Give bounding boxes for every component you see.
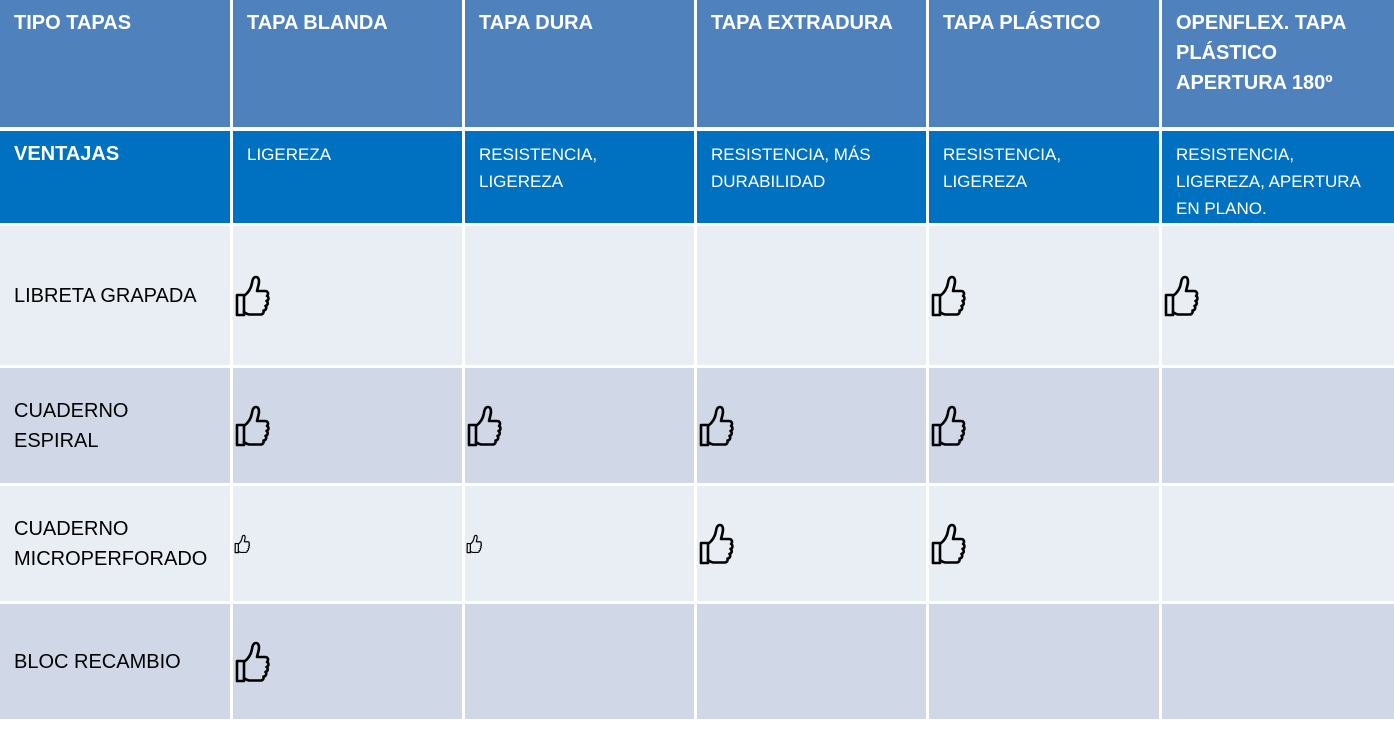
row-label: LIBRETA GRAPADA: [0, 226, 233, 368]
thumbs-up-icon: [233, 534, 251, 554]
header-tipo-tapas: TIPO TAPAS: [0, 0, 233, 131]
mark-cell: [929, 604, 1162, 722]
mark-cell: [1162, 226, 1394, 368]
thumbs-up-icon: [1162, 274, 1200, 318]
thumbs-up-icon: [929, 274, 967, 318]
ventajas-label: VENTAJAS: [0, 131, 233, 226]
header-tapa-plastico: TAPA PLÁSTICO: [929, 0, 1162, 131]
mark-cell: [233, 604, 465, 722]
mark-cell: [465, 604, 697, 722]
mark-cell: [465, 486, 697, 604]
header-tapa-blanda: TAPA BLANDA: [233, 0, 465, 131]
thumbs-up-icon: [465, 534, 483, 554]
row-label: BLOC RECAMBIO: [0, 604, 233, 722]
thumbs-up-icon: [233, 640, 271, 684]
mark-cell: [929, 226, 1162, 368]
thumbs-up-icon: [697, 522, 735, 566]
ventajas-cell: LIGEREZA: [233, 131, 465, 226]
mark-cell: [697, 486, 929, 604]
mark-cell: [233, 486, 465, 604]
row-label: CUADERNO ESPIRAL: [0, 368, 233, 486]
thumbs-up-icon: [929, 522, 967, 566]
mark-cell: [697, 368, 929, 486]
table-row: BLOC RECAMBIO: [0, 604, 1394, 722]
table-row: LIBRETA GRAPADA: [0, 226, 1394, 368]
mark-cell: [233, 226, 465, 368]
header-openflex: OPENFLEX. TAPA PLÁSTICO APERTURA 180º: [1162, 0, 1394, 131]
mark-cell: [697, 604, 929, 722]
thumbs-up-icon: [233, 404, 271, 448]
thumbs-up-icon: [233, 274, 271, 318]
header-tapa-extradura: TAPA EXTRADURA: [697, 0, 929, 131]
ventajas-row: VENTAJAS LIGEREZA RESISTENCIA, LIGEREZA …: [0, 131, 1394, 226]
mark-cell: [465, 368, 697, 486]
mark-cell: [1162, 604, 1394, 722]
header-tapa-dura: TAPA DURA: [465, 0, 697, 131]
ventajas-cell: RESISTENCIA, LIGEREZA: [929, 131, 1162, 226]
header-row: TIPO TAPAS TAPA BLANDA TAPA DURA TAPA EX…: [0, 0, 1394, 131]
ventajas-cell: RESISTENCIA, MÁS DURABILIDAD: [697, 131, 929, 226]
table-row: CUADERNO MICROPERFORADO: [0, 486, 1394, 604]
table-row: CUADERNO ESPIRAL: [0, 368, 1394, 486]
thumbs-up-icon: [929, 404, 967, 448]
mark-cell: [697, 226, 929, 368]
mark-cell: [1162, 486, 1394, 604]
ventajas-cell: RESISTENCIA, LIGEREZA: [465, 131, 697, 226]
mark-cell: [465, 226, 697, 368]
ventajas-cell: RESISTENCIA, LIGEREZA, APERTURA EN PLANO…: [1162, 131, 1394, 226]
comparison-table: TIPO TAPAS TAPA BLANDA TAPA DURA TAPA EX…: [0, 0, 1394, 722]
mark-cell: [929, 368, 1162, 486]
mark-cell: [929, 486, 1162, 604]
mark-cell: [233, 368, 465, 486]
thumbs-up-icon: [465, 404, 503, 448]
mark-cell: [1162, 368, 1394, 486]
row-label: CUADERNO MICROPERFORADO: [0, 486, 233, 604]
thumbs-up-icon: [697, 404, 735, 448]
